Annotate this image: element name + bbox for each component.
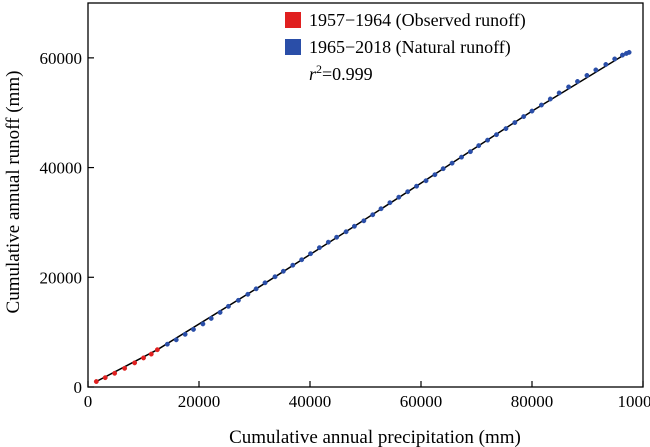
legend-label-natural: 1965−2018 (Natural runoff) (309, 37, 511, 58)
data-point-natural (626, 49, 632, 55)
data-point-natural (459, 154, 464, 160)
plot-area (87, 2, 644, 388)
data-point-natural (173, 337, 179, 343)
x-axis-title: Cumulative annual precipitation (mm) (229, 427, 521, 447)
r-squared-exponent: 2 (316, 62, 322, 76)
data-point-observed (122, 365, 128, 371)
data-point-natural (593, 67, 599, 73)
data-point-natural (440, 166, 446, 172)
data-point-natural (467, 149, 473, 155)
legend-label-observed: 1957−1964 (Observed runoff) (309, 10, 526, 31)
data-point-natural (547, 96, 553, 102)
data-point-natural (262, 280, 268, 286)
data-point-natural (387, 200, 393, 206)
plot-frame (87, 2, 644, 388)
data-point-natural (351, 223, 357, 229)
r-squared-value: =0.999 (322, 64, 373, 84)
legend: 1957−1964 (Observed runoff) 1965−2018 (N… (285, 10, 526, 58)
fit-line-layer (95, 52, 627, 383)
r-squared-annotation: r2=0.999 (309, 62, 373, 84)
data-point-natural (253, 286, 259, 292)
axis-ticks-layer: 0 20000 40000 60000 80000 100000 0 20000 40000 60… (40, 49, 650, 411)
data-point-natural (308, 251, 314, 257)
r-squared-symbol: r (309, 64, 317, 84)
data-point-natural (272, 274, 278, 280)
data-point-natural (235, 297, 241, 303)
data-point-natural (584, 72, 590, 78)
data-point-observed (148, 351, 154, 357)
legend-swatch-observed (285, 12, 301, 28)
data-point-natural (494, 132, 499, 138)
data-point-natural (245, 291, 251, 297)
data-point-observed (112, 370, 118, 376)
y-tick-label: 0 (74, 378, 83, 397)
data-point-observed (102, 375, 108, 381)
data-point-observed (154, 347, 160, 353)
data-point-natural (325, 239, 331, 245)
data-point-natural (361, 218, 367, 224)
data-point-natural (378, 206, 384, 212)
x-tick-label: 60000 (400, 392, 443, 411)
data-points-layer (93, 49, 632, 384)
data-point-natural (316, 245, 322, 251)
data-point-natural (485, 137, 491, 143)
data-point-natural (200, 321, 206, 327)
data-point-natural (538, 102, 544, 108)
data-point-natural (217, 309, 223, 315)
fit-line (95, 52, 627, 383)
data-point-natural (396, 194, 402, 200)
data-point-natural (414, 183, 420, 189)
data-point-natural (432, 172, 438, 178)
data-point-natural (405, 189, 411, 195)
data-point-natural (299, 257, 305, 263)
x-tick-label: 100000 (618, 392, 650, 411)
data-point-natural (423, 178, 429, 184)
x-tick-label: 20000 (178, 392, 221, 411)
data-point-natural (556, 90, 562, 96)
y-axis-title: Cumulative annual runoff (mm) (3, 71, 24, 314)
y-tick-label: 60000 (40, 49, 83, 68)
data-point-natural (575, 78, 580, 84)
data-point-natural (512, 120, 518, 126)
data-point-natural (370, 212, 376, 218)
x-tick-label: 0 (84, 392, 93, 411)
data-point-observed (132, 360, 138, 366)
data-point-observed (93, 379, 99, 384)
data-point-observed (141, 355, 146, 361)
x-tick-label: 80000 (511, 392, 554, 411)
data-point-natural (225, 303, 231, 309)
data-point-natural (191, 326, 196, 332)
data-point-natural (612, 56, 618, 62)
data-point-natural (290, 262, 296, 268)
x-tick-label: 40000 (289, 392, 332, 411)
data-point-natural (521, 114, 527, 120)
data-point-natural (208, 315, 214, 321)
data-point-natural (343, 229, 349, 235)
y-tick-label: 20000 (40, 268, 83, 287)
data-point-natural (476, 143, 482, 149)
data-point-natural (503, 126, 509, 132)
data-point-natural (566, 84, 572, 90)
data-point-natural (334, 234, 340, 240)
y-tick-label: 40000 (40, 159, 83, 178)
data-point-natural (449, 160, 455, 166)
data-point-natural (603, 61, 609, 67)
data-point-natural (182, 331, 188, 337)
data-point-natural (529, 108, 535, 114)
data-point-natural (164, 341, 170, 347)
data-point-natural (280, 268, 286, 274)
legend-swatch-natural (285, 39, 301, 55)
